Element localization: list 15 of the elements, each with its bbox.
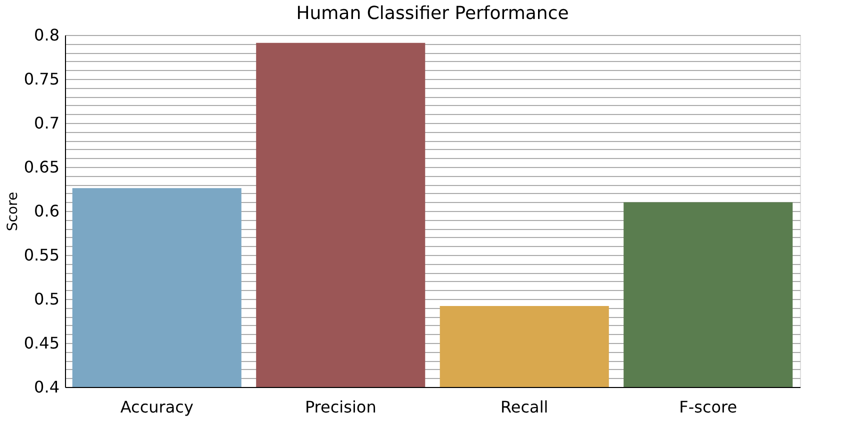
- y-tick-label: 0.65: [24, 158, 60, 176]
- x-tick-label: F-score: [679, 398, 738, 416]
- y-tick-label: 0.8: [34, 26, 60, 44]
- y-tick-label: 0.45: [24, 334, 60, 352]
- y-tick-label: 0.7: [34, 114, 60, 132]
- y-tick-label: 0.5: [34, 290, 60, 308]
- y-tick-label: 0.4: [34, 378, 60, 396]
- x-tick-label: Recall: [500, 398, 548, 416]
- y-axis-title: Score: [4, 192, 21, 232]
- x-tick-label: Precision: [304, 398, 376, 416]
- y-tick-label: 0.55: [24, 246, 60, 264]
- y-tick-label: 0.75: [24, 70, 60, 88]
- y-tick-label: 0.6: [34, 202, 60, 220]
- chart-title: Human Classifier Performance: [296, 3, 569, 24]
- x-tick-label: Accuracy: [120, 398, 194, 416]
